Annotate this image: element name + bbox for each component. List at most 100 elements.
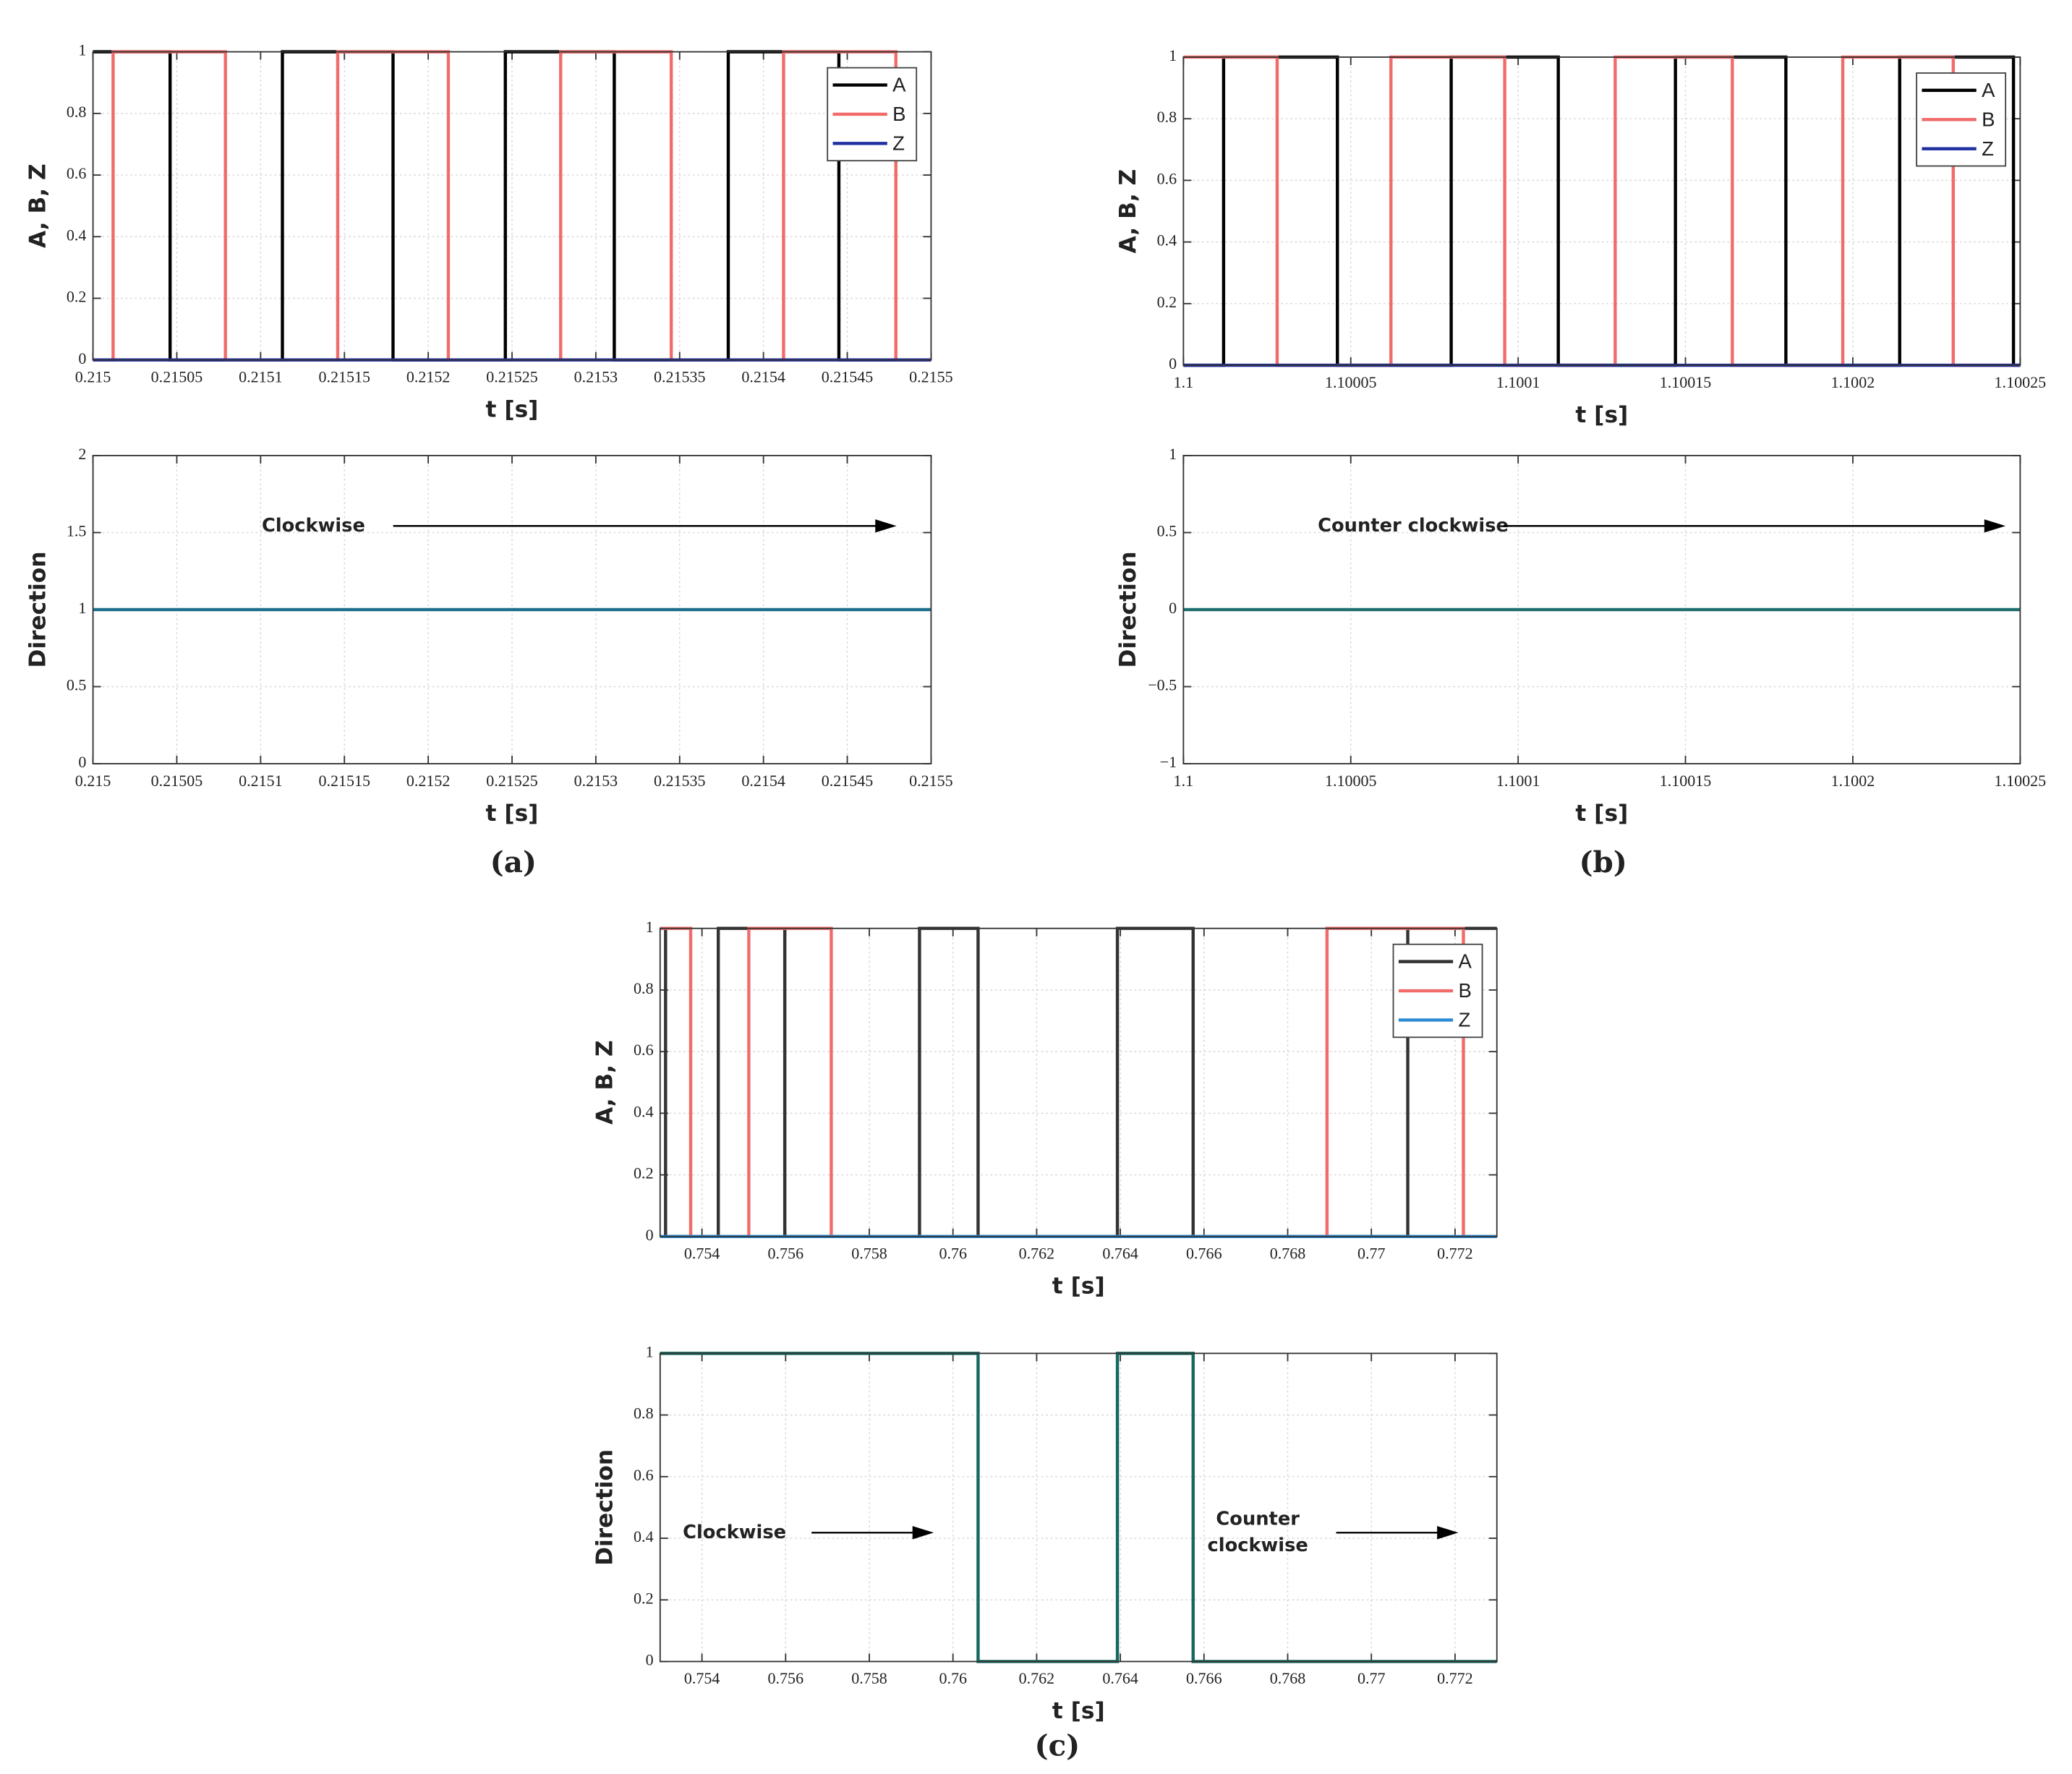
y-tick-label: −1 (1160, 753, 1177, 771)
y-tick-label: 0.4 (67, 226, 87, 244)
x-tick-label: 0.2155 (909, 367, 953, 385)
plot-frame (92, 454, 932, 764)
x-tick-label: 0.758 (851, 1669, 887, 1687)
y-tick-label: 1 (1169, 46, 1177, 64)
panel-caption: (a) (490, 845, 537, 879)
x-tick-label: 0.21505 (151, 772, 203, 790)
x-tick-label: 0.21505 (151, 367, 203, 385)
x-axis-label: t [s] (1575, 801, 1628, 827)
y-tick-label: 0.5 (67, 676, 87, 694)
y-tick-label: 0.4 (1157, 231, 1177, 250)
y-tick-label: 0.6 (634, 1041, 654, 1059)
x-tick-label: 0.772 (1437, 1245, 1473, 1263)
plot-frame (1182, 454, 2021, 764)
x-tick-label: 0.756 (768, 1245, 804, 1263)
y-tick-label: 0 (78, 349, 86, 367)
y-tick-label: 0 (78, 753, 86, 771)
arrow-head (875, 519, 897, 533)
x-tick-label: 1.1001 (1496, 373, 1540, 391)
x-tick-label: 0.2153 (574, 772, 618, 790)
y-tick-label: 0.8 (634, 979, 654, 997)
x-tick-label: 0.768 (1270, 1669, 1306, 1687)
x-tick-label: 0.77 (1357, 1245, 1386, 1263)
x-tick-label: 0.21535 (654, 367, 706, 385)
y-axis-label: A, B, Z (1115, 169, 1141, 254)
panel-caption: (c) (1034, 1728, 1080, 1762)
x-tick-label: 0.21525 (486, 772, 538, 790)
legend-label: B (1982, 108, 1995, 130)
y-tick-label: 0.4 (634, 1527, 654, 1545)
legend-label: B (1459, 979, 1472, 1002)
y-tick-label: 0.8 (634, 1404, 654, 1423)
y-tick-label: 0.2 (634, 1164, 654, 1182)
x-axis-label: t [s] (486, 396, 539, 422)
x-tick-label: 0.2152 (406, 772, 451, 790)
plot-frame (1182, 56, 2021, 366)
y-tick-label: 0.2 (67, 288, 87, 306)
legend-label: Z (1982, 137, 1994, 160)
y-tick-label: 0.8 (67, 103, 87, 121)
y-tick-label: 0 (1169, 599, 1177, 617)
x-axis-label: t [s] (1052, 1274, 1105, 1300)
y-tick-label: 1.5 (67, 521, 87, 540)
legend-label: A (1459, 950, 1472, 973)
x-tick-label: 0.21515 (318, 367, 370, 385)
y-tick-label: 1 (646, 1342, 654, 1360)
x-tick-label: 0.764 (1102, 1245, 1138, 1263)
y-tick-label: 1 (1169, 445, 1177, 463)
x-tick-label: 0.21535 (654, 772, 706, 790)
x-tick-label: 0.754 (684, 1245, 720, 1263)
y-axis-label: Direction (25, 551, 51, 668)
y-tick-label: 0 (1169, 354, 1177, 372)
annotation: Clockwise (262, 515, 365, 537)
legend-label: A (1982, 79, 1995, 101)
y-tick-label: 0.4 (634, 1102, 654, 1120)
arrow-head (1437, 1526, 1459, 1540)
x-axis-label: t [s] (1575, 402, 1628, 428)
direction-line (660, 1352, 1497, 1663)
y-axis-label: A, B, Z (592, 1040, 618, 1125)
x-tick-label: 0.754 (684, 1669, 720, 1687)
x-tick-label: 0.766 (1186, 1245, 1222, 1263)
x-tick-label: 1.1 (1174, 373, 1194, 391)
x-tick-label: 0.76 (939, 1245, 967, 1263)
x-tick-label: 0.758 (851, 1245, 887, 1263)
x-tick-label: 0.2153 (574, 367, 618, 385)
arrow-head (1984, 519, 2006, 533)
y-tick-label: 0.2 (634, 1589, 654, 1607)
x-tick-label: 0.768 (1270, 1245, 1306, 1263)
x-tick-label: 0.772 (1437, 1669, 1473, 1687)
y-axis-label: Direction (592, 1449, 618, 1566)
plot-frame (92, 51, 932, 361)
x-tick-label: 1.10015 (1660, 373, 1712, 391)
x-tick-label: 0.2154 (741, 772, 785, 790)
x-tick-label: 1.10005 (1325, 772, 1377, 790)
x-tick-label: 0.2151 (239, 367, 283, 385)
y-tick-label: 1 (646, 918, 654, 936)
x-tick-label: 0.2151 (239, 772, 283, 790)
x-tick-label: 1.1002 (1831, 373, 1875, 391)
x-tick-label: 1.10025 (1995, 772, 2047, 790)
annotation: Counter (1216, 1508, 1300, 1530)
x-tick-label: 0.21545 (822, 772, 874, 790)
x-tick-label: 0.762 (1019, 1669, 1055, 1687)
y-tick-label: 0.6 (634, 1466, 654, 1484)
x-tick-label: 0.764 (1102, 1669, 1138, 1687)
y-tick-label: 1 (78, 41, 86, 59)
x-tick-label: 0.21515 (318, 772, 370, 790)
x-axis-label: t [s] (1052, 1698, 1105, 1724)
plot-area (660, 928, 1497, 1237)
x-tick-label: 0.2155 (909, 772, 953, 790)
y-tick-label: 2 (78, 445, 86, 463)
plot-area (1183, 56, 2021, 366)
x-tick-label: 0.215 (75, 367, 111, 385)
y-axis-label: A, B, Z (25, 163, 51, 248)
x-tick-label: 0.21525 (486, 367, 538, 385)
y-tick-label: 0.2 (1157, 293, 1177, 311)
annotation: clockwise (1208, 1535, 1308, 1556)
arrow-head (912, 1526, 934, 1540)
x-axis-label: t [s] (486, 801, 539, 827)
x-tick-label: 0.21545 (822, 367, 874, 385)
